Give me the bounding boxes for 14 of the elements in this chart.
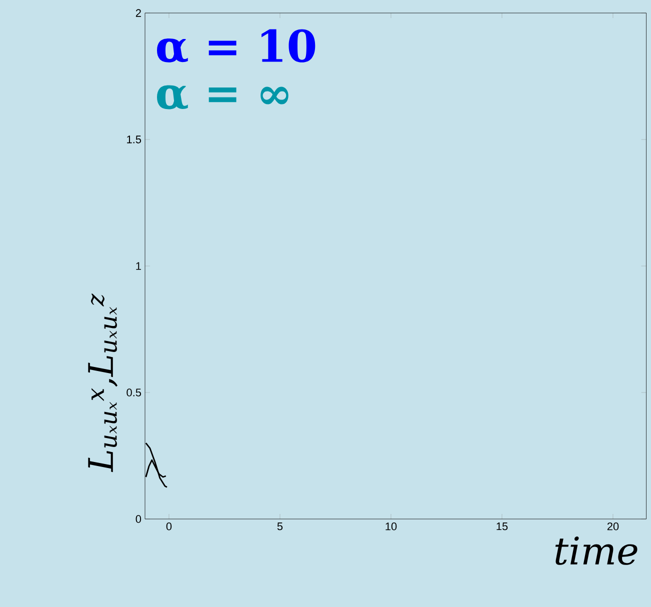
annotation: α = ∞: [157, 85, 288, 110]
x-tick-label: 5: [277, 522, 283, 530]
annotation: α = 10: [157, 29, 316, 62]
y-tick-label: 1.5: [127, 136, 142, 144]
x-tick-label: 15: [496, 522, 508, 530]
y-tick-label: 2: [136, 9, 141, 17]
y-tick-label: 0.5: [126, 388, 142, 396]
y-tick-label: 1: [136, 262, 141, 270]
y-axis-title: L$_{uₓuₓ}$$^{x}$,L$_{uₓuₓ}$$^{z}$: [88, 294, 118, 472]
x-axis-title: time: [555, 536, 638, 565]
x-tick-label: 10: [386, 522, 397, 530]
y-tick-label: 0: [136, 515, 142, 523]
x-tick-label: 20: [607, 522, 619, 530]
x-tick-label: 0: [166, 522, 172, 530]
